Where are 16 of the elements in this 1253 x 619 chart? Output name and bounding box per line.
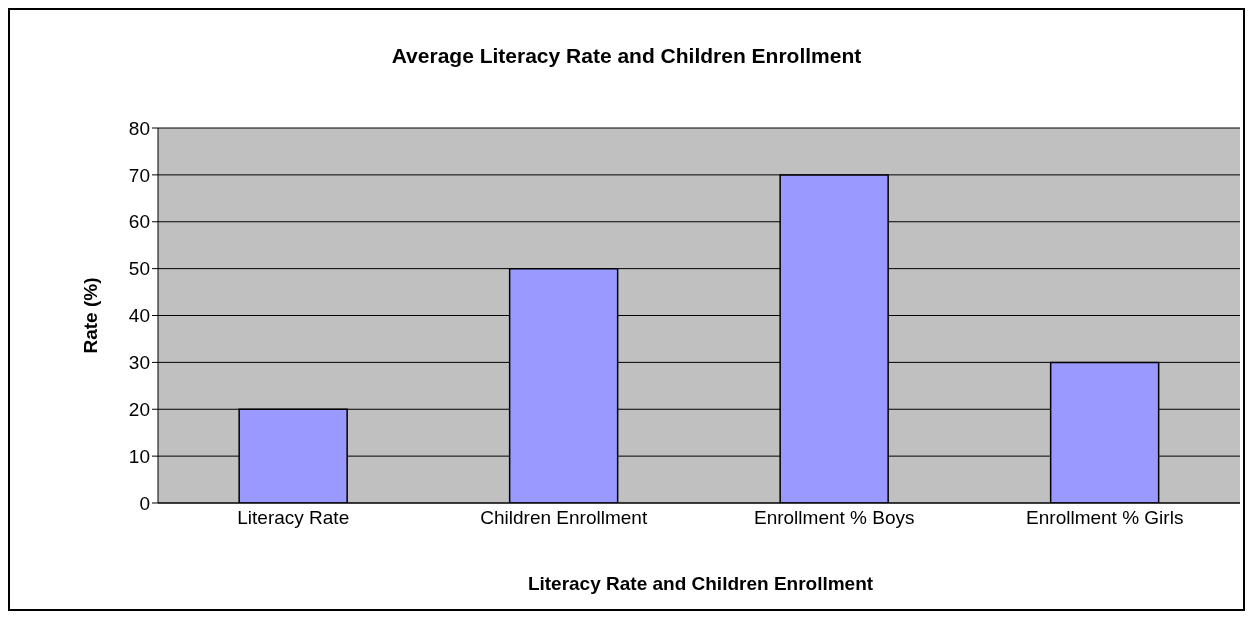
y-tick-label: 0 [139,492,150,514]
y-tick-label: 10 [128,445,150,467]
x-tick-label: Enrollment % Girls [1026,507,1184,529]
x-tick-label: Enrollment % Boys [753,507,915,529]
y-tick-label: 30 [128,352,150,374]
y-tick-label: 40 [128,305,150,327]
y-tick-label: 80 [128,117,150,139]
x-tick-label: Literacy Rate [237,507,350,529]
x-axis-title: Literacy Rate and Children Enrollment [526,573,875,595]
chart-title: Average Literacy Rate and Children Enrollment [390,44,863,68]
y-tick-label: 20 [128,398,150,420]
y-tick-label: 50 [128,258,150,280]
y-tick-label: 70 [128,164,150,186]
y-axis-title: Rate (%) [79,277,101,354]
y-tick-label: 60 [128,211,150,233]
x-tick-label: Children Enrollment [480,507,648,529]
